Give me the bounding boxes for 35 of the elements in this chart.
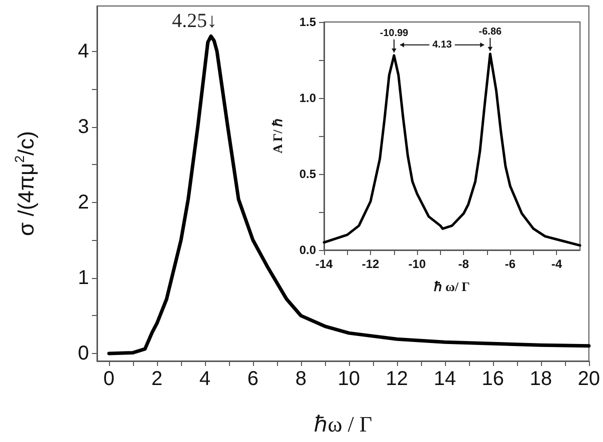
x-tick-label: 0 [103, 368, 115, 390]
y-axis-title: A Γ/ ℏ [270, 118, 285, 154]
x-tick-label: 10 [338, 368, 360, 390]
x-tick-label: -8 [458, 257, 470, 271]
x-tick-label: 2 [151, 368, 163, 390]
x-tick-label: 20 [578, 368, 600, 390]
y-tick-label: 1 [78, 266, 89, 289]
y-tick-label: 0 [78, 342, 89, 364]
x-tick-label: 6 [247, 368, 259, 390]
x-tick-label: -14 [315, 257, 333, 271]
annotation: -10.99 [380, 28, 409, 39]
y-tick-label: 4 [78, 40, 89, 62]
y-axis-title: σ /(4πμ2/c) [12, 130, 38, 236]
x-tick-label: 8 [295, 368, 307, 390]
y-tick-label: 1.0 [299, 91, 316, 105]
annotation: -6.86 [478, 26, 502, 38]
x-tick-label: 12 [386, 368, 408, 390]
x-tick-label: 14 [434, 368, 456, 390]
x-tick-label: -6 [504, 257, 516, 271]
x-tick-label: -10 [408, 257, 426, 271]
x-axis-title: ℏω / Γ [314, 412, 372, 436]
y-tick-label: 0.5 [299, 167, 316, 181]
annotation: 4.13 [432, 39, 452, 50]
y-tick-label: 1.5 [299, 15, 316, 29]
y-tick-label: 3 [78, 116, 89, 138]
line-series [322, 52, 582, 247]
x-tick-label: 18 [530, 368, 552, 390]
x-tick-label: -4 [551, 257, 562, 271]
y-tick-label: 2 [78, 191, 89, 214]
x-tick-label: 16 [482, 368, 504, 390]
x-tick-label: -12 [362, 257, 380, 271]
annotation: 4.25↓ [172, 10, 217, 32]
x-axis-title: ℏ ω/ Γ [433, 279, 470, 294]
x-tick-label: 4 [199, 368, 211, 390]
y-tick-label: 0.0 [299, 243, 316, 257]
